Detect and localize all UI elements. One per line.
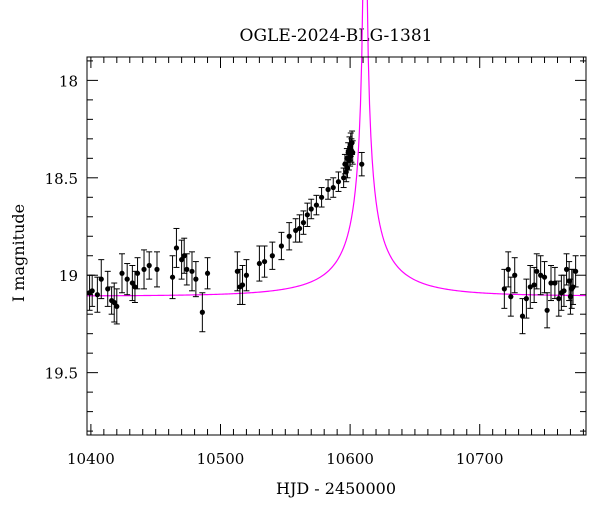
y-tick-label: 19	[59, 267, 78, 285]
data-point	[105, 286, 111, 292]
data-point	[548, 280, 554, 286]
data-point	[304, 212, 310, 218]
data-point	[189, 268, 195, 274]
data-point	[234, 268, 240, 274]
data-point	[325, 186, 331, 193]
data-point	[141, 266, 147, 272]
data-point	[111, 299, 117, 306]
data-point	[318, 194, 325, 200]
data-point	[179, 257, 185, 263]
data-point	[114, 303, 120, 310]
data-point	[349, 140, 355, 146]
data-point	[89, 288, 95, 294]
data-point	[523, 296, 529, 302]
data-point	[505, 266, 511, 272]
y-tick-label: 18.5	[45, 170, 78, 188]
data-point	[293, 227, 299, 234]
data-point	[541, 274, 548, 280]
data-point	[119, 270, 125, 276]
data-point	[261, 258, 268, 265]
data-point	[556, 296, 562, 302]
data-point	[544, 307, 550, 313]
data-point	[552, 280, 558, 286]
data-point	[199, 309, 205, 315]
data-point	[534, 268, 540, 274]
data-point	[531, 282, 537, 288]
data-point	[132, 284, 138, 290]
y-axis-label: I magnitude	[9, 204, 28, 302]
data-point	[341, 175, 347, 181]
plot-frame	[86, 56, 587, 436]
chart-title: OGLE-2024-BLG-1381	[240, 26, 433, 46]
data-point	[563, 266, 570, 272]
data-point	[256, 260, 262, 267]
data-point	[204, 270, 211, 276]
data-point	[501, 286, 507, 292]
data-point	[527, 284, 533, 290]
data-point	[573, 268, 579, 274]
data-point	[359, 161, 365, 167]
data-point	[169, 274, 176, 280]
data-point	[308, 206, 314, 212]
data-point	[146, 262, 152, 269]
data-point	[561, 288, 567, 294]
x-tick-label: 10700	[456, 450, 504, 468]
data-point	[173, 245, 180, 251]
x-tick-label: 10400	[67, 450, 115, 468]
tick-labels: 10400 10500 10600 10700 18 18.5 19 19.5	[45, 72, 504, 468]
data-point	[243, 272, 250, 278]
data-point	[193, 276, 199, 282]
data-point	[313, 202, 320, 208]
y-tick-label: 18	[59, 72, 78, 90]
axis-ticks	[87, 57, 586, 435]
data-point	[296, 225, 303, 232]
data-point	[350, 149, 356, 156]
data-point	[330, 184, 336, 191]
data-point	[129, 280, 135, 286]
data-point	[508, 294, 514, 300]
data-point	[98, 276, 104, 282]
model-curve-group	[86, 0, 587, 297]
data-point	[567, 294, 574, 300]
y-tick-label: 19.5	[45, 365, 78, 383]
x-tick-label: 10500	[197, 450, 245, 468]
data-point	[239, 282, 246, 288]
data-point	[181, 253, 187, 259]
x-tick-label: 10600	[326, 450, 374, 468]
data-point	[519, 313, 526, 319]
data-point	[512, 272, 518, 278]
data-point	[154, 266, 160, 272]
data-point	[269, 253, 275, 259]
data-point	[538, 272, 544, 278]
data-points-group	[86, 130, 579, 335]
data-point	[184, 266, 190, 272]
data-point	[124, 276, 130, 282]
data-point	[335, 179, 342, 185]
model-curve	[86, 0, 587, 297]
data-point	[300, 220, 307, 226]
data-point	[286, 233, 292, 239]
x-axis-label: HJD - 2450000	[276, 479, 396, 498]
data-point	[94, 292, 100, 298]
data-point	[278, 243, 285, 249]
data-point	[134, 270, 141, 276]
